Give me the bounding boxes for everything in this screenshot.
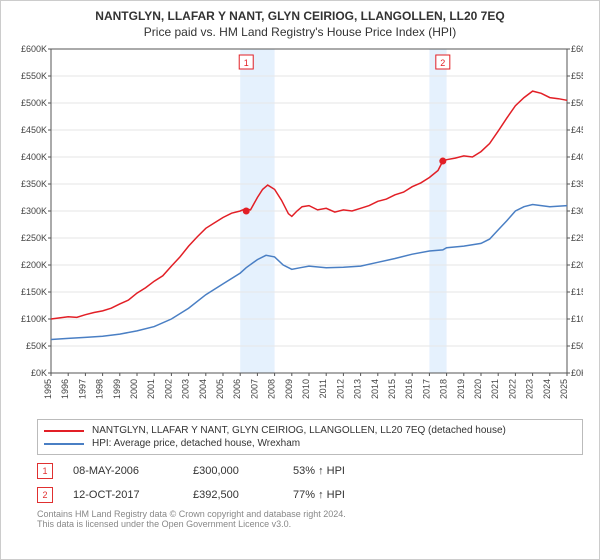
x-tick: 2015 [387, 379, 397, 399]
y-tick-right: £600K [571, 45, 583, 54]
x-tick: 2009 [284, 379, 294, 399]
y-tick-right: £550K [571, 71, 583, 81]
x-tick: 1998 [95, 379, 105, 399]
license-text: Contains HM Land Registry data © Crown c… [37, 509, 583, 529]
event-row: 1 08-MAY-2006 £300,000 53% ↑ HPI [37, 459, 583, 483]
x-tick: 2013 [353, 379, 363, 399]
x-tick: 2002 [163, 379, 173, 399]
chart-svg: £0K £0K £50K £50K £100K £100K £150K £150K £200K £… [9, 45, 583, 415]
y-tick-right: £250K [571, 233, 583, 243]
event-pct: 77% ↑ HPI [293, 489, 373, 501]
y-tick-right: £0K [571, 368, 583, 378]
y-tick-right: £50K [571, 341, 583, 351]
y-tick-left: £450K [21, 125, 47, 135]
event-marker-icon: 2 [37, 487, 53, 503]
y-tick-left: £200K [21, 260, 47, 270]
y-tick-left: £0K [31, 368, 47, 378]
y-tick-left: £150K [21, 287, 47, 297]
x-tick: 2000 [129, 379, 139, 399]
x-tick: 2021 [490, 379, 500, 399]
legend-label: NANTGLYN, LLAFAR Y NANT, GLYN CEIRIOG, L… [92, 425, 506, 436]
y-tick-right: £400K [571, 152, 583, 162]
x-tick: 1995 [43, 379, 53, 399]
legend-item: HPI: Average price, detached house, Wrex… [44, 437, 576, 450]
legend-swatch [44, 430, 84, 432]
license-line1: Contains HM Land Registry data © Crown c… [37, 509, 583, 519]
x-tick: 2025 [559, 379, 569, 399]
x-tick: 2019 [456, 379, 466, 399]
figure-subtitle: Price paid vs. HM Land Registry's House … [9, 25, 591, 39]
figure-title: NANTGLYN, LLAFAR Y NANT, GLYN CEIRIOG, L… [9, 9, 591, 23]
y-tick-left: £50K [26, 341, 47, 351]
legend-label: HPI: Average price, detached house, Wrex… [92, 438, 300, 449]
y-tick-right: £150K [571, 287, 583, 297]
x-tick: 2014 [370, 379, 380, 399]
x-tick: 2012 [335, 379, 345, 399]
x-tick: 1996 [60, 379, 70, 399]
y-tick-left: £400K [21, 152, 47, 162]
event-price: £392,500 [193, 489, 273, 501]
sale-dot [439, 158, 446, 165]
license-line2: This data is licensed under the Open Gov… [37, 519, 583, 529]
y-tick-left: £550K [21, 71, 47, 81]
y-tick-right: £350K [571, 179, 583, 189]
y-tick-right: £200K [571, 260, 583, 270]
x-tick: 2006 [232, 379, 242, 399]
event-price: £300,000 [193, 465, 273, 477]
legend-item: NANTGLYN, LLAFAR Y NANT, GLYN CEIRIOG, L… [44, 424, 576, 437]
legend: NANTGLYN, LLAFAR Y NANT, GLYN CEIRIOG, L… [37, 419, 583, 455]
events-table: 1 08-MAY-2006 £300,000 53% ↑ HPI 2 12-OCT-201… [37, 459, 583, 507]
event-marker-icon: 1 [37, 463, 53, 479]
y-tick-right: £300K [571, 206, 583, 216]
x-tick: 2017 [421, 379, 431, 399]
x-tick: 2018 [439, 379, 449, 399]
y-tick-left: £600K [21, 45, 47, 54]
x-tick: 2001 [146, 379, 156, 399]
x-tick: 2022 [507, 379, 517, 399]
x-tick: 2007 [249, 379, 259, 399]
x-tick: 2016 [404, 379, 414, 399]
y-tick-left: £350K [21, 179, 47, 189]
x-tick: 1999 [112, 379, 122, 399]
y-tick-right: £450K [571, 125, 583, 135]
y-tick-right: £100K [571, 314, 583, 324]
y-tick-left: £250K [21, 233, 47, 243]
x-tick: 2020 [473, 379, 483, 399]
x-tick: 2005 [215, 379, 225, 399]
event-row: 2 12-OCT-2017 £392,500 77% ↑ HPI [37, 483, 583, 507]
figure-container: NANTGLYN, LLAFAR Y NANT, GLYN CEIRIOG, L… [0, 0, 600, 560]
x-tick: 2011 [318, 379, 328, 398]
y-tick-right: £500K [571, 98, 583, 108]
y-tick-left: £100K [21, 314, 47, 324]
x-tick: 2023 [525, 379, 535, 399]
legend-swatch [44, 443, 84, 445]
x-tick: 2004 [198, 379, 208, 399]
y-tick-left: £500K [21, 98, 47, 108]
sale-marker-number: 1 [244, 58, 249, 68]
x-tick: 2003 [181, 379, 191, 399]
x-tick: 1997 [77, 379, 87, 399]
x-tick: 2010 [301, 379, 311, 399]
x-tick: 2024 [542, 379, 552, 399]
event-date: 08-MAY-2006 [73, 465, 173, 477]
y-tick-left: £300K [21, 206, 47, 216]
event-date: 12-OCT-2017 [73, 489, 173, 501]
event-pct: 53% ↑ HPI [293, 465, 373, 477]
chart-area: £0K £0K £50K £50K £100K £100K £150K £150K £200K £… [9, 45, 591, 415]
sale-dot [243, 208, 250, 215]
x-tick: 2008 [267, 379, 277, 399]
sale-marker-number: 2 [440, 58, 445, 68]
